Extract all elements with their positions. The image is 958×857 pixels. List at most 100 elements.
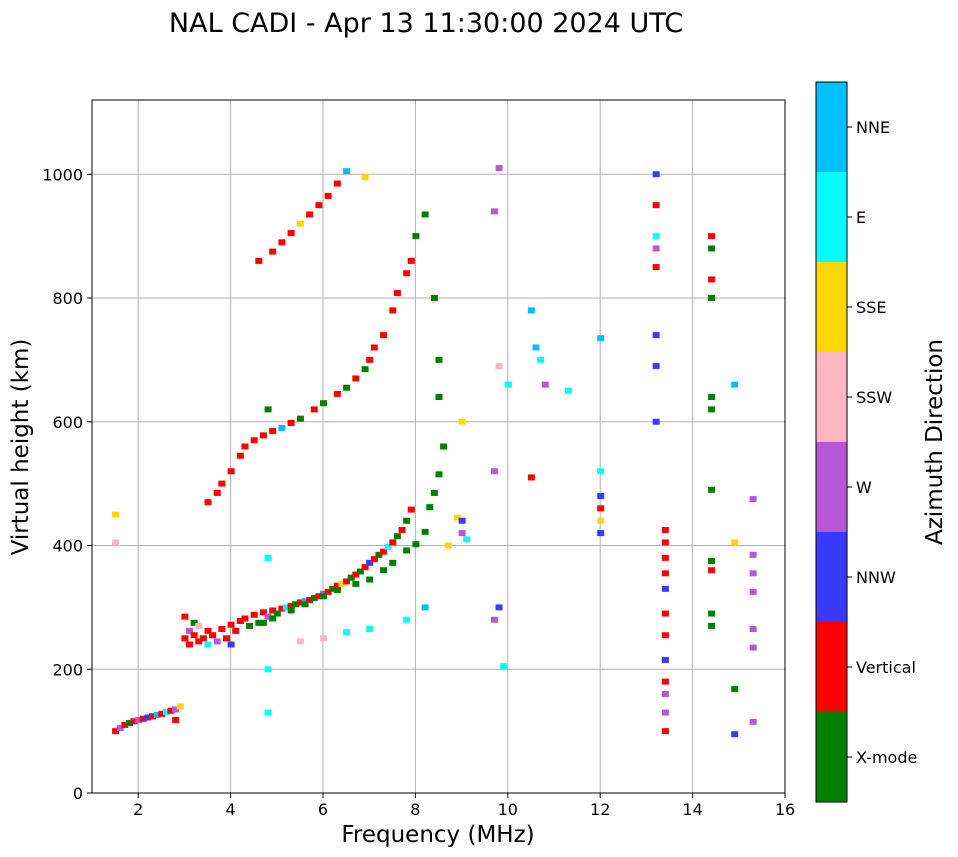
data-point	[315, 202, 323, 209]
data-point	[320, 593, 327, 600]
data-point	[310, 595, 318, 602]
colorbar-label: Azimuth Direction	[922, 339, 948, 545]
data-point	[112, 539, 120, 546]
colorbar-segment	[816, 352, 847, 442]
data-point	[333, 390, 341, 397]
data-point	[421, 604, 429, 611]
data-point	[255, 619, 263, 626]
data-point	[195, 622, 203, 629]
data-point	[504, 381, 512, 388]
data-point	[352, 375, 360, 382]
data-point	[652, 171, 660, 178]
data-point	[172, 706, 180, 713]
data-point	[407, 257, 415, 264]
x-tick-label: 12	[590, 800, 610, 819]
data-point	[661, 527, 669, 534]
data-point	[181, 635, 189, 642]
data-point	[264, 709, 272, 716]
data-point	[731, 731, 739, 738]
data-point	[537, 356, 545, 363]
data-point	[259, 432, 267, 439]
data-point	[121, 721, 129, 728]
data-point	[370, 556, 378, 563]
data-point	[708, 567, 716, 574]
data-point	[463, 536, 471, 543]
data-point	[296, 638, 304, 645]
colorbar-segment	[816, 622, 847, 712]
data-point	[652, 245, 660, 252]
data-point	[661, 678, 669, 685]
data-point	[269, 428, 277, 435]
x-axis-ticks: 2 4 6 8 10 12 14 16	[133, 793, 795, 819]
data-point	[495, 165, 503, 172]
data-point	[708, 610, 716, 617]
colorbar-segment	[816, 172, 847, 262]
data-point	[213, 638, 221, 645]
x-tick-label: 8	[410, 800, 420, 819]
data-point	[269, 248, 277, 255]
y-tick-label: 400	[52, 537, 83, 556]
data-point	[283, 604, 291, 611]
data-point	[389, 307, 397, 314]
data-point	[661, 570, 669, 577]
data-point	[597, 493, 605, 499]
data-point	[347, 574, 355, 581]
data-point	[236, 452, 244, 459]
data-point	[209, 632, 217, 639]
data-point	[158, 710, 166, 717]
data-point	[213, 489, 221, 496]
data-point	[495, 604, 503, 611]
y-tick-label: 800	[52, 289, 83, 308]
data-point	[306, 596, 314, 603]
data-point	[532, 344, 540, 351]
data-point	[218, 626, 226, 633]
data-point	[264, 666, 272, 673]
data-point	[421, 211, 429, 218]
data-point	[661, 539, 669, 546]
data-point	[426, 504, 434, 511]
data-point	[227, 621, 235, 628]
data-point	[708, 557, 716, 564]
chart-title: NAL CADI - Apr 13 11:30:00 2024 UTC	[169, 8, 683, 39]
data-point	[190, 619, 198, 626]
data-point	[366, 356, 374, 363]
data-point	[236, 617, 244, 624]
data-point	[227, 641, 235, 648]
data-point	[412, 233, 420, 240]
data-point	[661, 709, 669, 716]
y-tick-label: 600	[52, 413, 83, 432]
data-point	[731, 539, 739, 546]
data-point	[172, 716, 180, 723]
data-point	[652, 233, 660, 240]
data-point	[435, 394, 443, 400]
data-point	[564, 387, 572, 394]
data-point	[398, 527, 406, 534]
colorbar-tick-label: W	[856, 478, 872, 497]
data-point	[301, 601, 309, 608]
y-tick-label: 200	[52, 660, 83, 679]
data-point	[440, 443, 448, 450]
data-point	[333, 180, 341, 187]
data-point	[116, 725, 124, 732]
colorbar-segment	[816, 262, 847, 352]
data-point	[287, 607, 295, 614]
data-point	[453, 514, 461, 521]
data-point	[370, 344, 378, 351]
data-point	[144, 714, 152, 721]
data-point	[407, 506, 415, 513]
data-point	[204, 627, 212, 634]
data-point	[153, 712, 161, 719]
data-point	[296, 415, 304, 422]
data-point	[527, 474, 535, 481]
data-point	[749, 496, 757, 503]
data-point	[227, 468, 235, 475]
x-tick-label: 2	[133, 800, 143, 819]
data-point	[287, 603, 295, 610]
y-tick-label: 1000	[42, 165, 83, 184]
data-point	[199, 635, 207, 642]
data-point	[204, 499, 212, 506]
data-point	[306, 211, 314, 218]
data-point	[241, 443, 249, 450]
data-point	[343, 629, 351, 636]
data-point	[329, 585, 337, 592]
